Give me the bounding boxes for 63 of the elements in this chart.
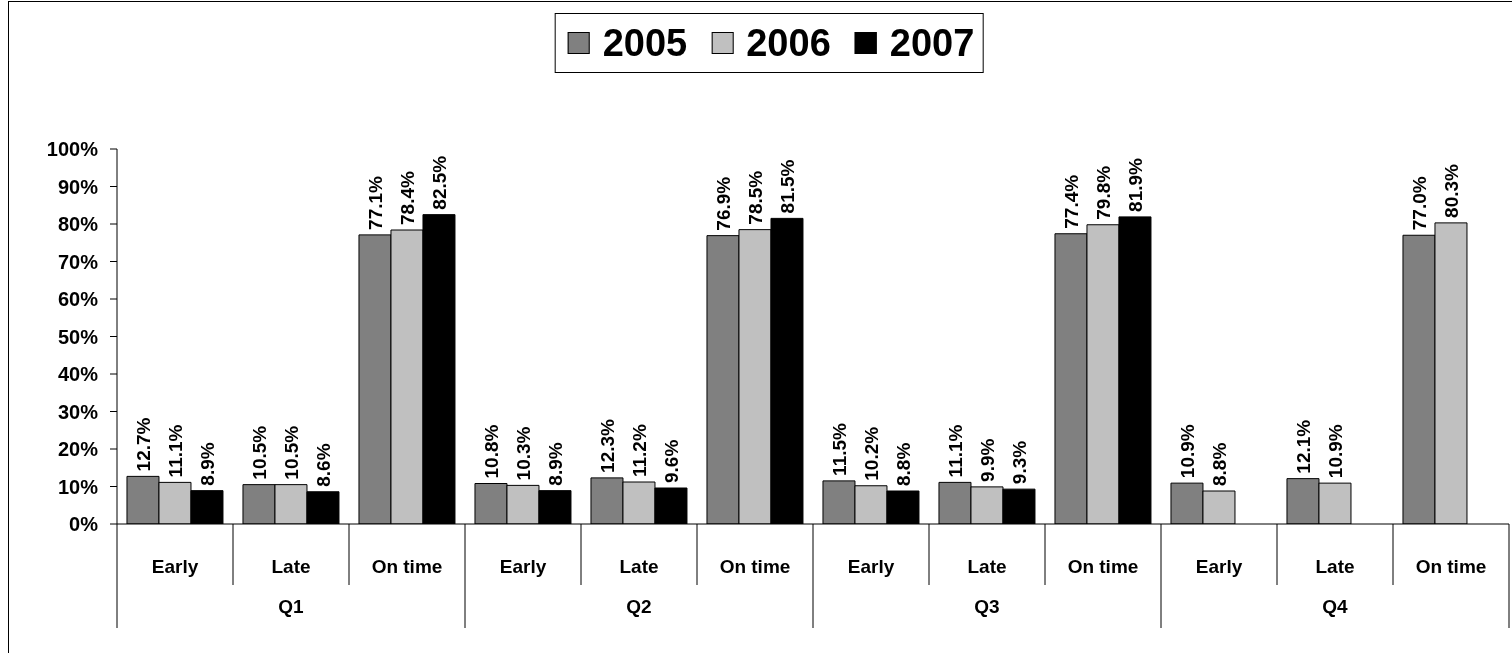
data-label: 9.6%: [660, 439, 682, 483]
data-label: 8.8%: [892, 442, 914, 486]
y-tick-label: 70%: [57, 250, 99, 273]
x-tick-label: Late: [967, 555, 1007, 577]
data-label: 11.5%: [828, 422, 850, 476]
x-tick-label: Early: [151, 555, 199, 577]
data-label: 77.1%: [364, 175, 386, 230]
data-label: 8.8%: [1208, 442, 1230, 486]
x-tick-label: On time: [719, 555, 791, 577]
x-tick-label: On time: [1415, 555, 1487, 577]
y-tick-label: 100%: [46, 138, 99, 161]
data-label: 79.8%: [1092, 165, 1114, 220]
text: Q2: [626, 595, 652, 617]
x-tick-label: Late: [619, 555, 659, 577]
data-label: 11.1%: [944, 424, 966, 478]
data-label: 81.5%: [776, 159, 798, 214]
data-label: 12.3%: [596, 418, 618, 473]
y-tick-label: 0%: [69, 513, 99, 536]
data-label: 9.9%: [976, 438, 998, 482]
legend-label: 2006: [746, 21, 831, 65]
text: Q3: [974, 595, 1000, 617]
data-label: 81.9%: [1124, 157, 1146, 212]
y-tick-label: 50%: [57, 325, 99, 348]
data-label: 8.9%: [196, 442, 218, 486]
text: Q1: [278, 595, 305, 617]
x-tick-label: Late: [271, 555, 311, 577]
data-label: 78.4%: [396, 171, 418, 225]
y-tick-label: 90%: [57, 175, 99, 198]
data-label: 76.9%: [712, 176, 734, 231]
data-label: 11.2%: [628, 424, 650, 477]
data-label: 10.5%: [248, 425, 270, 480]
y-tick-label: 10%: [57, 475, 99, 498]
x-tick-label: Early: [847, 555, 895, 577]
data-label: 82.5%: [428, 155, 450, 210]
y-tick-label: 60%: [57, 288, 99, 311]
data-label: 9.3%: [1008, 440, 1030, 485]
data-label: 77.0%: [1408, 176, 1430, 231]
y-tick-label: 30%: [57, 400, 99, 423]
data-label: 12.1%: [1292, 419, 1314, 474]
text: Q4: [1322, 595, 1349, 617]
data-label: 10.9%: [1176, 424, 1198, 479]
x-tick-label: On time: [1067, 555, 1139, 577]
data-label: 78.5%: [744, 170, 766, 225]
data-label: 10.2%: [860, 426, 882, 481]
x-tick-label: Early: [499, 555, 547, 577]
y-tick-label: 80%: [57, 213, 99, 236]
data-label: 10.5%: [280, 425, 302, 480]
data-label: 11.1%: [164, 424, 186, 478]
legend-label: 2005: [602, 21, 688, 65]
data-label: 77.4%: [1060, 174, 1082, 229]
y-tick-label: 20%: [57, 438, 99, 461]
x-tick-label: Early: [1195, 555, 1243, 577]
data-label: 12.7%: [132, 417, 154, 472]
data-label: 80.3%: [1440, 163, 1462, 218]
data-label: 8.6%: [312, 443, 334, 487]
data-label: 10.8%: [480, 424, 502, 479]
x-tick-label: On time: [371, 555, 443, 577]
x-tick-label: Late: [1315, 555, 1355, 577]
data-label: 10.9%: [1324, 424, 1346, 479]
data-label: 8.9%: [544, 442, 566, 486]
legend-label: 2007: [889, 21, 975, 65]
data-label: 10.3%: [512, 426, 534, 481]
y-tick-label: 40%: [57, 363, 99, 386]
